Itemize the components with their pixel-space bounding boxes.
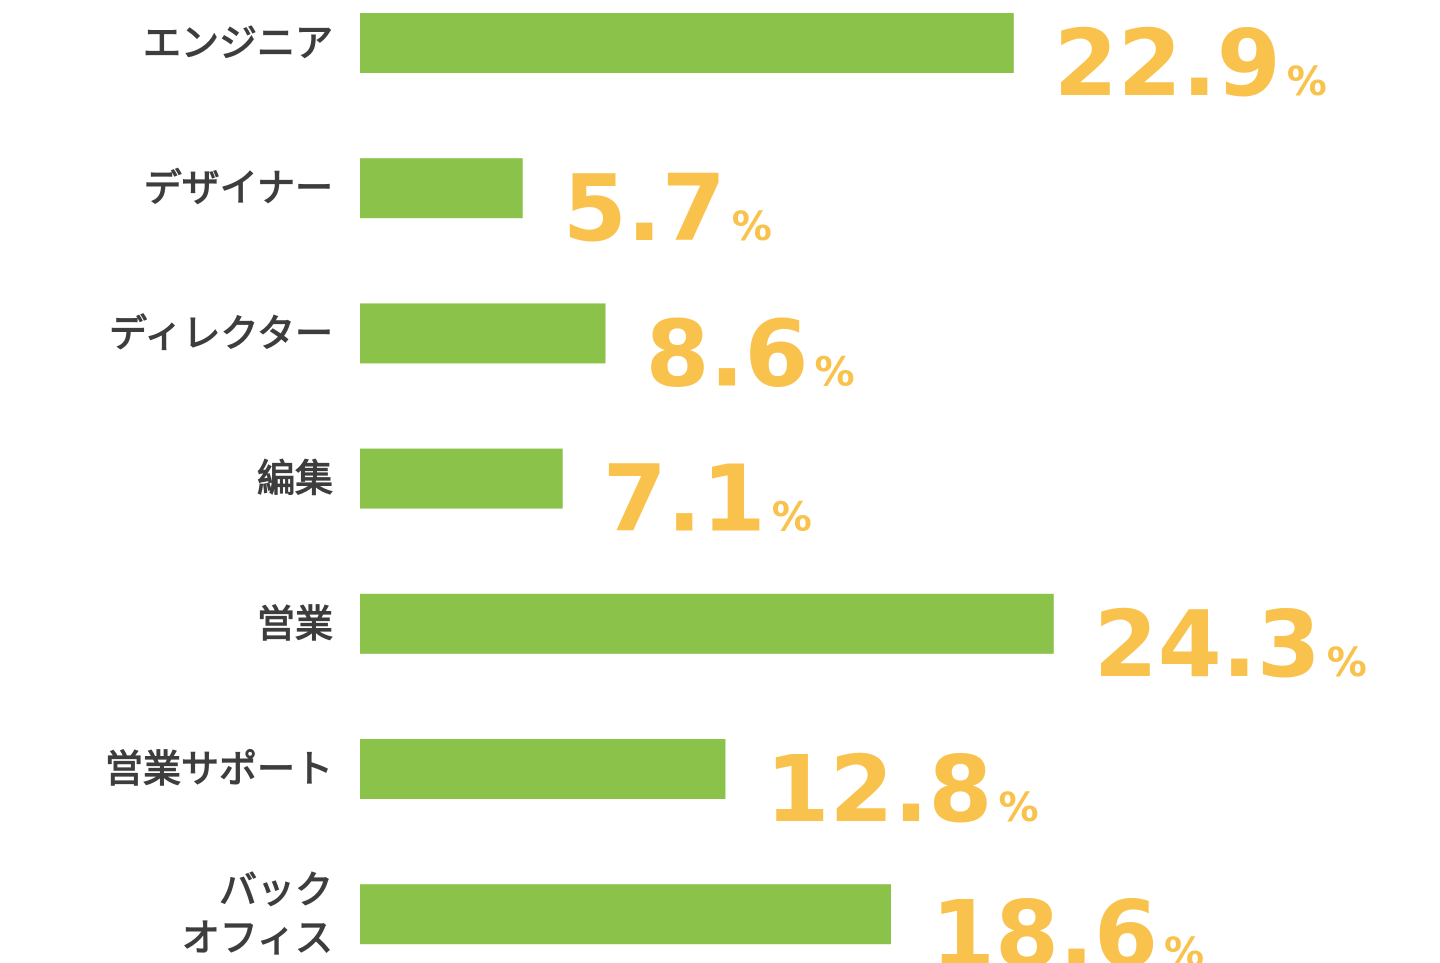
value-unit: %	[1327, 640, 1367, 686]
category-label-line: 編集	[257, 457, 333, 501]
category-label-1: デザイナー	[144, 166, 333, 210]
value-label-2: 8.6%	[646, 300, 855, 407]
category-label-line: デザイナー	[144, 166, 333, 210]
bar-2	[360, 303, 606, 364]
category-label-line: エンジニア	[143, 21, 333, 65]
category-label-6: バックオフィス	[182, 868, 333, 960]
category-label-line: バック	[219, 868, 333, 912]
value-number: 24.3	[1094, 591, 1321, 698]
value-label-3: 7.1%	[603, 446, 812, 553]
bar-5	[360, 739, 726, 799]
category-label-line: ディレクター	[109, 311, 333, 355]
bar-6	[360, 884, 892, 945]
value-number: 22.9	[1054, 10, 1281, 117]
value-unit: %	[1164, 930, 1204, 963]
category-label-5: 営業サポート	[105, 747, 333, 791]
category-label-line: オフィス	[182, 916, 333, 960]
value-label-0: 22.9%	[1054, 10, 1327, 117]
category-label-3: 編集	[257, 457, 333, 501]
value-number: 8.6	[646, 300, 809, 407]
category-label-4: 営業	[257, 602, 333, 646]
value-unit: %	[772, 495, 812, 541]
bars-layer	[360, 13, 1054, 945]
value-number: 18.6	[931, 881, 1158, 963]
bar-3	[360, 448, 563, 509]
category-label-line: 営業サポート	[105, 747, 333, 791]
value-unit: %	[1287, 59, 1327, 105]
value-labels-layer: 22.9 %5.7 %8.6 %7.1 %24.3 %12.8 %18.6%	[563, 10, 1367, 963]
value-number: 5.7	[563, 155, 726, 262]
bar-4	[360, 593, 1054, 654]
value-number: 12.8	[765, 736, 992, 843]
value-label-6: 18.6%	[931, 881, 1204, 963]
category-label-2: ディレクター	[109, 311, 333, 355]
category-label-line: 営業	[257, 602, 333, 646]
category-label-0: エンジニア	[143, 21, 333, 65]
bar-0	[360, 13, 1014, 73]
value-unit: %	[732, 204, 772, 250]
value-unit: %	[815, 349, 855, 395]
value-label-1: 5.7%	[563, 155, 772, 262]
value-unit: %	[998, 785, 1038, 831]
bar-1	[360, 158, 523, 219]
value-label-4: 24.3%	[1094, 591, 1367, 698]
value-number: 7.1	[603, 446, 766, 553]
value-label-5: 12.8%	[765, 736, 1038, 843]
